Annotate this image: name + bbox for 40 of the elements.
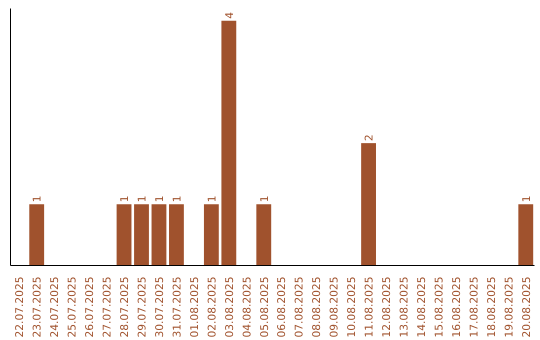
x-tick-label: 10.08.2025 bbox=[345, 276, 358, 338]
x-tick-label: 04.08.2025 bbox=[240, 276, 254, 338]
data-label: 2 bbox=[362, 134, 376, 142]
x-tick-label: 08.08.2025 bbox=[310, 276, 324, 338]
x-tick-label: 11.08.2025 bbox=[362, 276, 376, 338]
x-tick-label: 09.08.2025 bbox=[328, 276, 341, 338]
x-tick-label: 23.07.2025 bbox=[30, 276, 44, 338]
x-tick-label: 29.07.2025 bbox=[136, 276, 148, 338]
data-label: 1 bbox=[136, 196, 148, 202]
x-tick-label: 12.08.2025 bbox=[380, 276, 394, 338]
x-tick-label: 01.08.2025 bbox=[188, 276, 201, 338]
x-tick-label: 22.07.2025 bbox=[13, 276, 26, 338]
data-label: 1 bbox=[258, 196, 271, 202]
x-tick-label: 13.08.2025 bbox=[398, 276, 410, 338]
x-tick-label: 06.08.2025 bbox=[275, 276, 288, 338]
x-tick-label: 17.08.2025 bbox=[467, 276, 480, 338]
x-tick-label: 19.08.2025 bbox=[502, 276, 516, 338]
x-tick-label: 14.08.2025 bbox=[414, 276, 428, 338]
x-tick-label: 27.07.2025 bbox=[100, 276, 114, 338]
x-tick-label: 02.08.2025 bbox=[205, 276, 218, 338]
x-tick-label: 24.07.2025 bbox=[48, 276, 62, 338]
x-tick-label: 05.08.2025 bbox=[258, 276, 271, 338]
data-label: 1 bbox=[30, 196, 44, 202]
x-tick-label: 18.08.2025 bbox=[484, 276, 498, 338]
x-tick-label: 25.07.2025 bbox=[66, 276, 79, 338]
x-tick-label: 31.07.2025 bbox=[170, 276, 184, 338]
x-tick-label: 28.07.2025 bbox=[118, 276, 132, 338]
data-label: 1 bbox=[118, 196, 132, 202]
x-tick-label: 03.08.2025 bbox=[222, 276, 236, 338]
data-label: 1 bbox=[152, 196, 166, 202]
x-tick-label: 16.08.2025 bbox=[450, 276, 463, 338]
data-label: 1 bbox=[205, 196, 218, 202]
data-label: 1 bbox=[520, 196, 533, 202]
x-tick-label: 30.07.2025 bbox=[152, 276, 166, 338]
data-label: 1 bbox=[170, 196, 184, 202]
data-label: 4 bbox=[222, 12, 236, 19]
x-tick-label: 20.08.2025 bbox=[520, 276, 533, 338]
x-tick-label: 07.08.2025 bbox=[292, 276, 306, 338]
x-tick-label: 15.08.2025 bbox=[432, 276, 446, 338]
x-tick-label: 26.07.2025 bbox=[83, 276, 96, 338]
